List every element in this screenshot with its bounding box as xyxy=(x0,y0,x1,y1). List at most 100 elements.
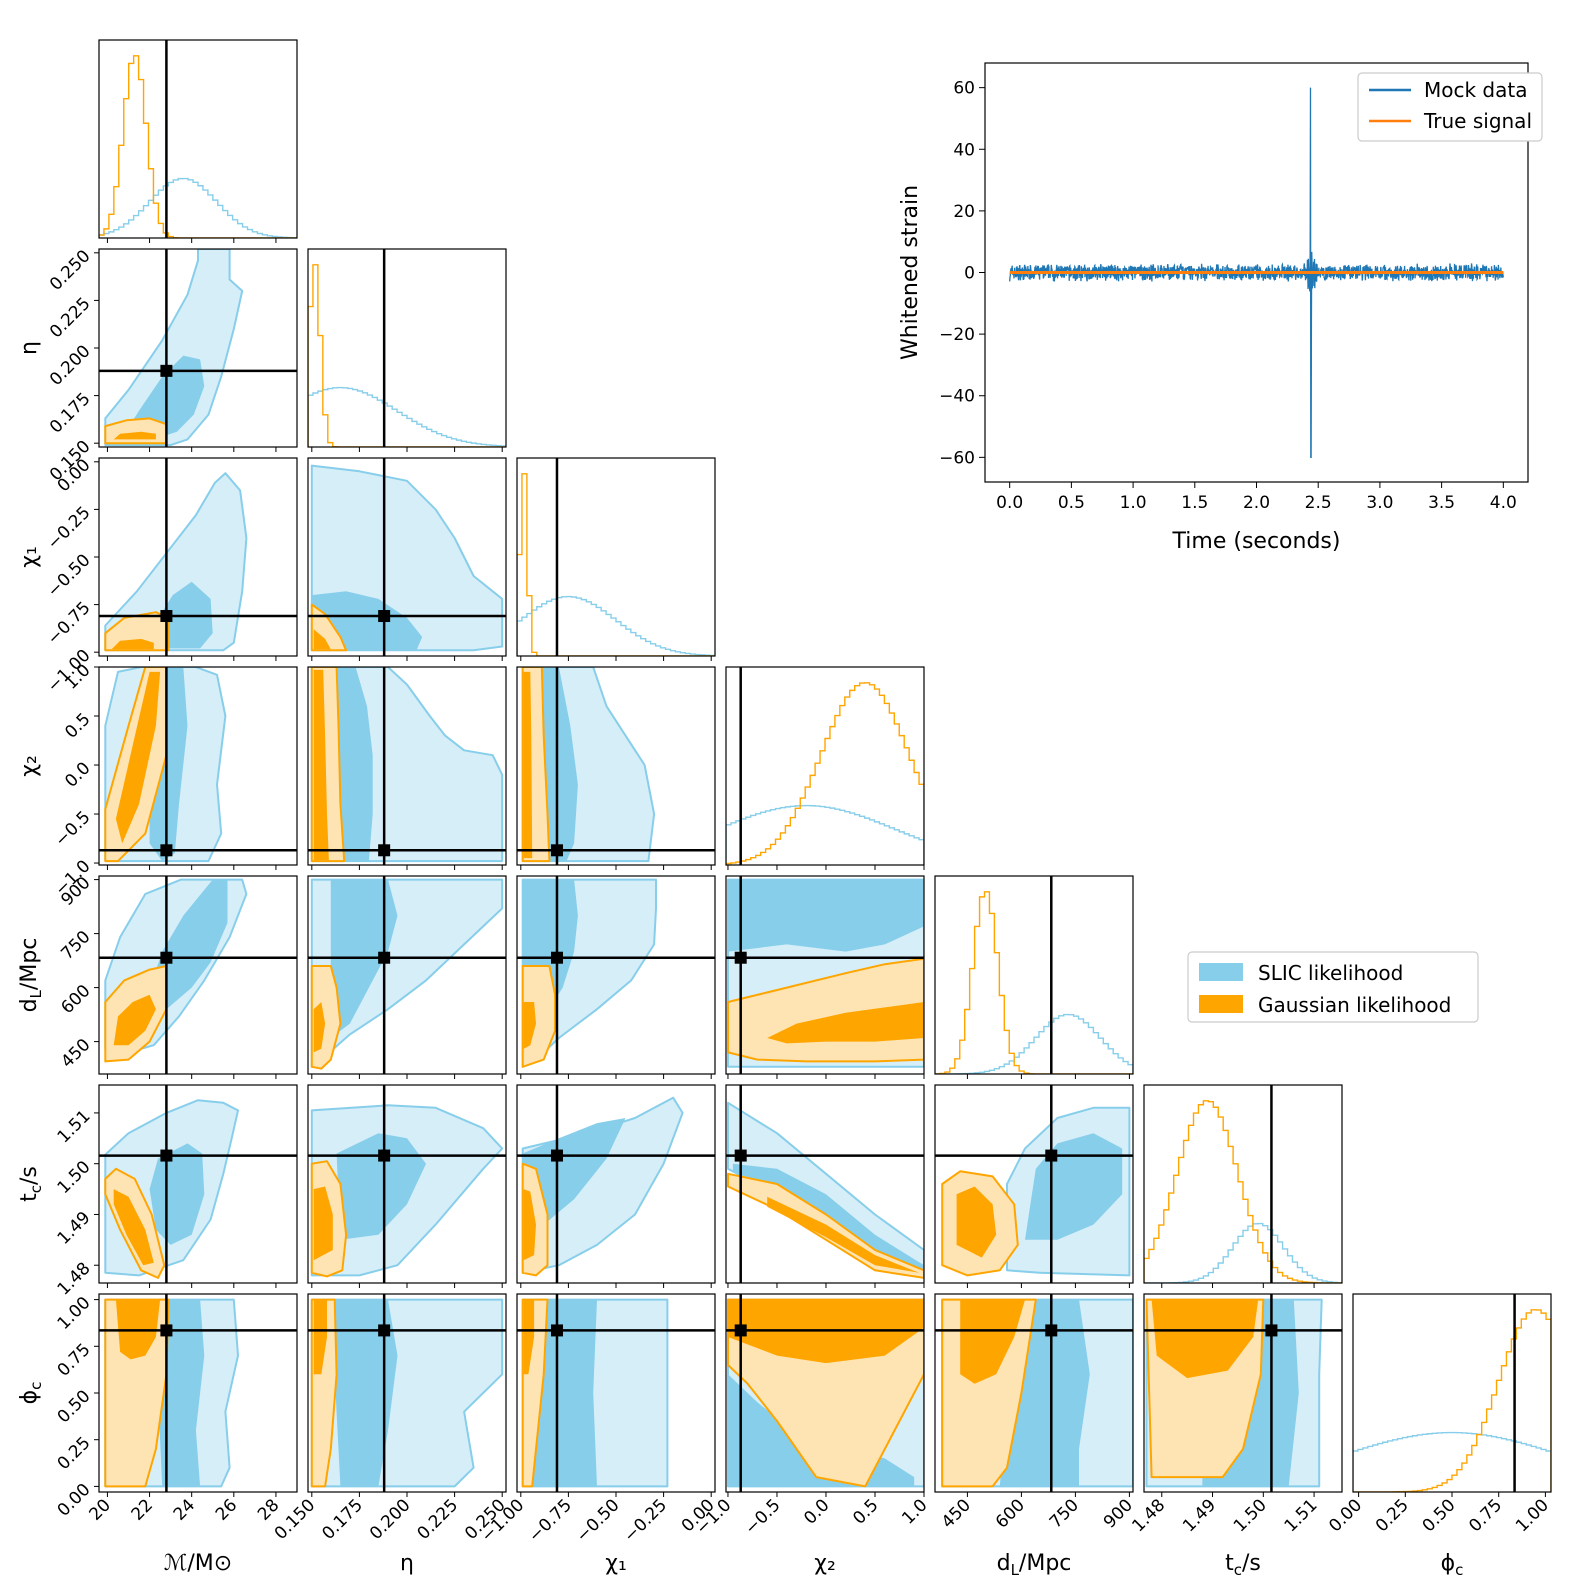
y-tick-label: 0.75 xyxy=(54,1340,95,1381)
contour-gaussian-50 xyxy=(313,1299,327,1375)
y-axis-label-phic-subscript: c xyxy=(27,1382,45,1390)
x-tick-label: 1.51 xyxy=(1281,1495,1322,1536)
contour-gaussian-50 xyxy=(1151,1299,1259,1379)
y-axis-label-chi1: χ₁ xyxy=(17,546,42,568)
panel-dl-eta xyxy=(307,875,507,1079)
panel-phic-chi2: −1.0 −0.5 0.0 0.5 1.0 xyxy=(692,1293,932,1539)
panel-body xyxy=(99,1085,297,1283)
y-tick-label: −0.25 xyxy=(44,503,95,554)
panel-phic-eta: 0.150 0.175 0.200 0.225 0.250 xyxy=(271,1293,510,1544)
histogram-gaussian xyxy=(99,55,297,238)
y-tick-label: 750 xyxy=(57,927,94,964)
histogram-gaussian xyxy=(517,473,715,656)
panel-phic-dl: 450 600 750 900 xyxy=(934,1293,1137,1532)
x-tick-label: 1.0 xyxy=(898,1495,931,1528)
strain-y-tick-label: 40 xyxy=(953,140,975,160)
truth-marker xyxy=(1265,1324,1278,1337)
strain-x-tick-label: 2.5 xyxy=(1305,493,1332,513)
contour-gaussian-50 xyxy=(956,1186,997,1258)
strain-x-tick-label: 4.0 xyxy=(1490,493,1517,513)
x-tick-label: 1.50 xyxy=(1230,1495,1271,1536)
panel-chi1-chi1 xyxy=(516,457,716,661)
truth-marker xyxy=(378,610,391,623)
truth-marker xyxy=(378,1149,391,1162)
panel-frame xyxy=(98,39,298,239)
truth-marker xyxy=(160,610,173,623)
panel-body xyxy=(308,667,506,865)
panel-body xyxy=(1144,1085,1342,1283)
x-tick-label: 0.00 xyxy=(1325,1495,1366,1536)
x-axis-label-phic-base: ϕ xyxy=(1441,1551,1456,1576)
x-tick-label: 1.49 xyxy=(1179,1495,1220,1536)
y-tick-label: 0.5 xyxy=(61,709,94,742)
x-tick-label: 24 xyxy=(170,1495,199,1524)
y-tick-label: 600 xyxy=(57,981,94,1018)
legend-frame xyxy=(1187,951,1479,1023)
x-tick-label: −0.5 xyxy=(741,1495,784,1538)
panel-frame xyxy=(725,666,925,866)
panel-tc-dl xyxy=(934,1084,1134,1288)
y-tick-label: 0.50 xyxy=(54,1386,95,1427)
panel-body xyxy=(517,876,715,1074)
y-axis-label-dl-rest: /Mpc xyxy=(17,938,42,990)
x-axis-label-dl-subscript: L xyxy=(1011,1561,1020,1578)
truth-marker xyxy=(378,1324,391,1337)
legend-label-gaussian: Gaussian likelihood xyxy=(1258,993,1451,1017)
contour-slic-90 xyxy=(104,472,248,652)
truth-marker xyxy=(550,844,563,857)
panel-frame xyxy=(725,1293,925,1493)
panel-dl-chi2 xyxy=(725,875,925,1079)
strain-x-tick-label: 1.5 xyxy=(1181,493,1208,513)
panel-body xyxy=(1353,1294,1551,1492)
panel-body xyxy=(308,249,506,447)
truth-marker xyxy=(734,1324,747,1337)
strain-y-axis-label: Whitened strain xyxy=(898,185,923,360)
panel-body xyxy=(726,1294,924,1492)
panel-body xyxy=(517,458,715,656)
contour-gaussian-50 xyxy=(523,1189,536,1261)
x-axis-label-dl: dL/Mpc xyxy=(997,1551,1072,1578)
contour-gaussian-50 xyxy=(113,431,156,440)
histogram-slic xyxy=(726,804,924,865)
x-axis-label-tc-subscript: c xyxy=(1234,1561,1242,1578)
panel-body xyxy=(308,458,506,656)
contour-slic-50 xyxy=(522,1118,626,1235)
histogram-gaussian xyxy=(308,264,506,447)
y-axis-label-tc-rest: /s xyxy=(17,1166,42,1185)
x-axis-label-chi2: χ₂ xyxy=(814,1551,836,1576)
contour-gaussian-50 xyxy=(767,1002,924,1044)
panel-frame xyxy=(98,875,298,1075)
panel-phic-mc: 20 22 24 26 280.000.250.500.751.00 xyxy=(54,1293,298,1525)
y-tick-label: 0.25 xyxy=(54,1433,95,1474)
panel-body xyxy=(99,876,297,1074)
legend-label-mock-data: Mock data xyxy=(1424,78,1527,102)
legend-swatch-slic xyxy=(1199,963,1243,981)
panel-mc-mc xyxy=(98,39,298,243)
y-tick-label: 0.225 xyxy=(46,294,95,343)
truth-marker xyxy=(550,1149,563,1162)
strain-y-tick-label: −20 xyxy=(939,325,975,345)
x-tick-label: −0.25 xyxy=(620,1495,671,1546)
contour-gaussian-50 xyxy=(523,671,533,859)
legend-swatch-gaussian xyxy=(1199,995,1243,1013)
x-tick-label: 20 xyxy=(86,1495,115,1524)
truth-marker xyxy=(550,951,563,964)
histogram-slic xyxy=(517,595,715,656)
histogram-slic xyxy=(99,177,297,238)
histogram-gaussian xyxy=(1353,1309,1551,1492)
truth-marker xyxy=(160,951,173,964)
y-tick-label: 1.49 xyxy=(54,1208,95,1249)
strain-y-tick-label: 0 xyxy=(964,264,975,284)
y-axis-label-dl-base: d xyxy=(17,998,42,1012)
y-tick-label: 0.175 xyxy=(46,389,95,438)
y-axis-label-tc-base: t xyxy=(17,1193,42,1202)
truth-marker xyxy=(734,951,747,964)
likelihood-legend: SLIC likelihood Gaussian likelihood xyxy=(1187,951,1479,1023)
panel-frame xyxy=(1143,1084,1343,1284)
panel-frame xyxy=(725,875,925,1075)
panel-body xyxy=(1144,1294,1342,1492)
y-tick-label: 1.48 xyxy=(54,1259,95,1300)
truth-marker xyxy=(734,1149,747,1162)
x-tick-label: 26 xyxy=(212,1495,241,1524)
panel-body xyxy=(726,876,924,1074)
